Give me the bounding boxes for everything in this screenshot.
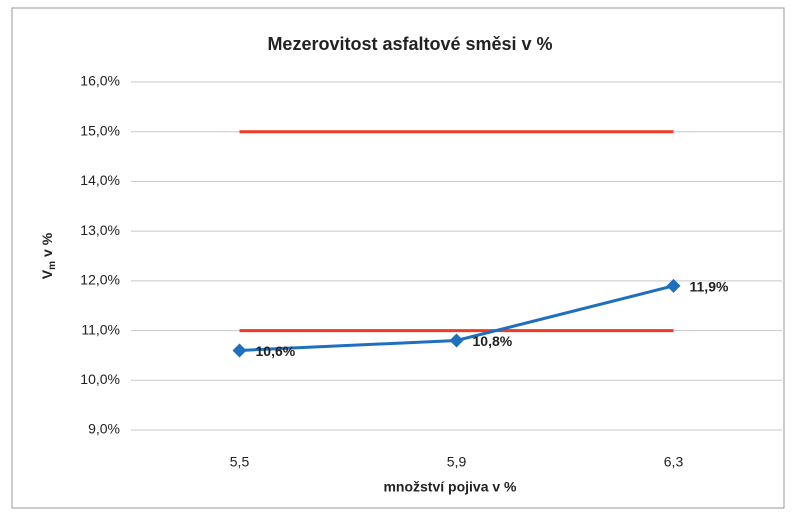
chart-title: Mezerovitost asfaltové směsi v % xyxy=(267,34,552,54)
y-tick-label: 15,0% xyxy=(80,122,120,138)
y-tick-label: 11,0% xyxy=(81,321,120,337)
chart-frame xyxy=(11,7,785,509)
x-tick-label: 5,5 xyxy=(230,454,250,470)
x-axis-label: množství pojiva v % xyxy=(383,479,517,495)
y-tick-label: 10,0% xyxy=(80,371,120,387)
y-tick-label: 16,0% xyxy=(80,73,120,89)
point-marker xyxy=(232,343,247,358)
x-tick-label: 6,3 xyxy=(664,454,684,470)
point-marker xyxy=(449,333,464,348)
x-tick-label: 5,9 xyxy=(447,454,467,470)
data-label: 10,8% xyxy=(473,333,513,349)
y-axis-label: Vm v % xyxy=(39,232,58,279)
y-label-rest: v % xyxy=(39,232,55,257)
y-label-main: V xyxy=(39,269,55,279)
y-label-sub: m xyxy=(47,261,58,270)
data-label: 10,6% xyxy=(256,343,296,359)
point-marker xyxy=(666,278,681,293)
y-tick-label: 12,0% xyxy=(80,272,120,288)
y-tick-label: 14,0% xyxy=(80,172,120,188)
data-label: 11,9% xyxy=(690,279,729,295)
y-tick-label: 13,0% xyxy=(80,222,120,238)
y-tick-label: 9,0% xyxy=(88,421,120,437)
